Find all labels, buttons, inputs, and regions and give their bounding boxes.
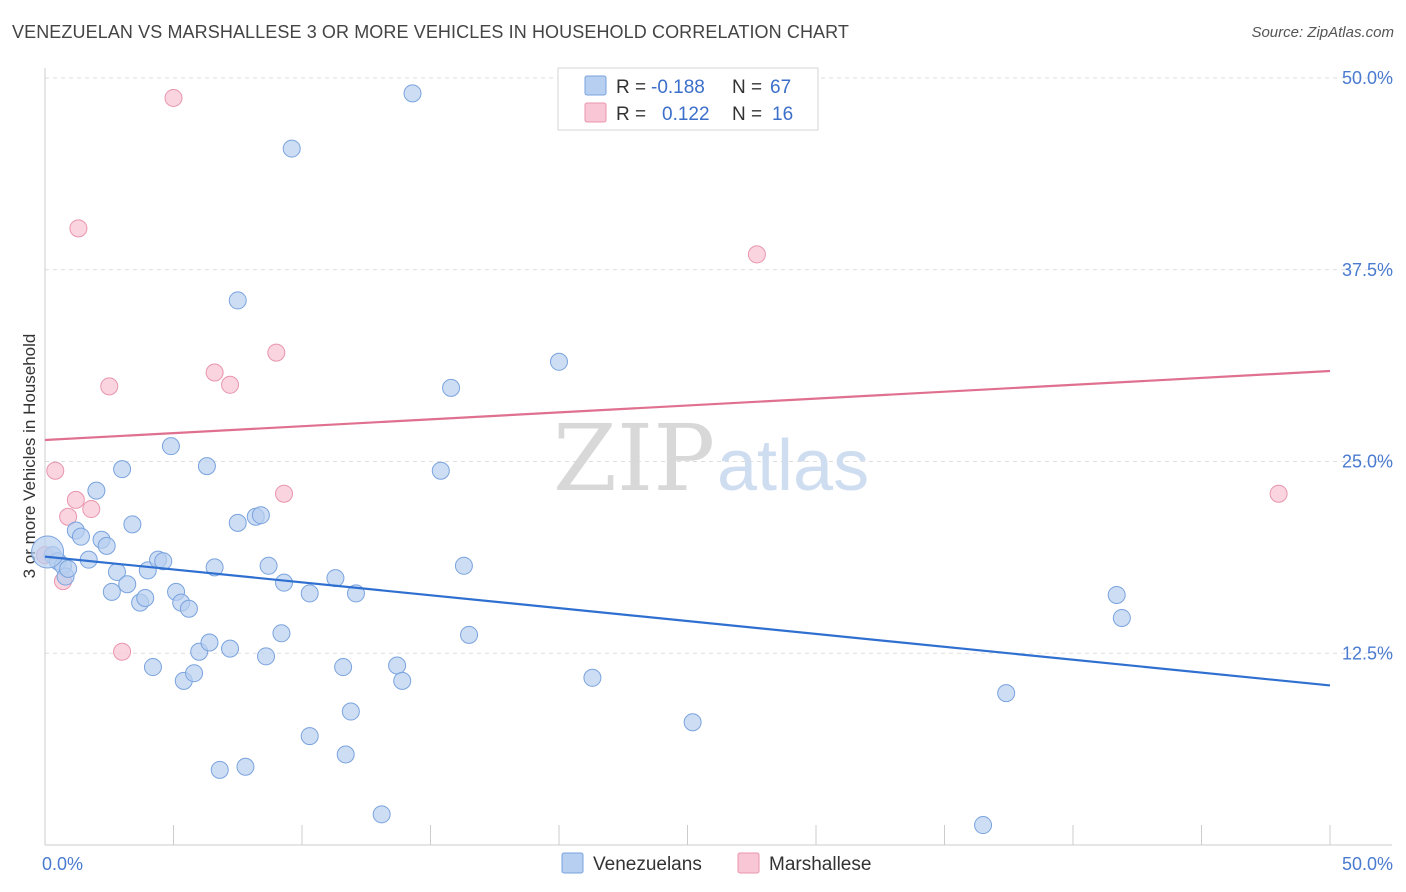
watermark-atlas: atlas — [717, 426, 869, 506]
watermark: ZIP atlas — [553, 405, 869, 512]
legend-n-label-venezuelans: N = — [732, 77, 762, 98]
venezuelan-point — [583, 668, 602, 687]
marshallese-point — [69, 219, 88, 238]
marshallese-point — [164, 88, 183, 107]
marshallese-point — [221, 375, 240, 394]
venezuelan-point — [1112, 608, 1131, 627]
legend-r-label-venezuelans: R = — [616, 77, 646, 98]
venezuelan-point — [550, 352, 568, 371]
venezuelan-point — [393, 671, 412, 690]
series-swatch-venezuelans — [561, 852, 584, 874]
venezuelan-point — [282, 139, 301, 158]
marshallese-point — [82, 500, 101, 519]
venezuelan-point — [454, 556, 473, 575]
venezuelan-point — [59, 559, 78, 578]
marshallese-point — [747, 245, 766, 264]
venezuelan-point — [71, 527, 90, 546]
venezuelan-point — [31, 535, 65, 569]
grid-layer — [45, 77, 1392, 654]
source-label: Source: ZipAtlas.com — [1251, 24, 1394, 41]
venezuelan-point — [221, 639, 240, 658]
venezuelan-point — [143, 658, 162, 677]
legend-r-label-marshallese: R = — [616, 104, 646, 125]
marshallese-point — [205, 363, 224, 382]
marshallese-points — [36, 88, 1288, 661]
venezuelan-point — [336, 745, 355, 764]
venezuelan-point — [161, 437, 180, 456]
venezuelan-point — [185, 664, 204, 683]
axes-layer — [44, 68, 1392, 846]
legend-r-value-marshallese: 0.122 — [662, 104, 710, 125]
marshallese-point — [66, 490, 85, 509]
series-label-marshallese: Marshallese — [769, 854, 871, 875]
venezuelan-point — [974, 816, 993, 835]
venezuelan-point — [179, 599, 198, 618]
legend-r-value-venezuelans: -0.188 — [651, 77, 705, 98]
venezuelan-point — [123, 515, 142, 534]
marshallese-point — [113, 642, 132, 661]
tick-labels: 12.5% 25.0% 37.5% 50.0% 0.0% 50.0% — [42, 68, 1393, 874]
venezuelan-point — [87, 481, 106, 500]
venezuelan-point — [205, 558, 224, 577]
correlation-legend: R = -0.188 N = 67 R = 0.122 N = 16 — [557, 67, 819, 131]
venezuelan-point — [228, 513, 247, 532]
chart-title: VENEZUELAN VS MARSHALLESE 3 OR MORE VEHI… — [12, 22, 850, 42]
series-swatch-marshallese — [737, 852, 760, 874]
venezuelan-point — [442, 378, 461, 397]
y-tick-label: 37.5% — [1342, 260, 1393, 280]
marshallese-point — [46, 461, 65, 480]
venezuelan-point — [300, 727, 319, 746]
venezuelan-point — [118, 575, 137, 594]
marshallese-point — [59, 507, 78, 526]
venezuelan-point — [102, 582, 121, 601]
venezuelan-point — [272, 624, 291, 643]
venezuelan-point — [228, 291, 247, 310]
venezuelan-point — [403, 84, 422, 103]
venezuelan-point — [257, 647, 276, 666]
series-legend: Venezuelans Marshallese — [561, 852, 871, 875]
legend-swatch-venezuelans — [584, 75, 607, 96]
legend-n-label-marshallese: N = — [732, 104, 762, 125]
venezuelan-trend-line — [44, 555, 1331, 687]
venezuelan-point — [236, 757, 255, 776]
y-tick-label: 12.5% — [1342, 643, 1393, 663]
venezuelan-point — [388, 656, 407, 675]
venezuelan-point — [251, 506, 270, 525]
x-tick-label: 50.0% — [1342, 854, 1393, 874]
marshallese-point — [267, 343, 286, 362]
marshallese-point — [275, 484, 294, 503]
venezuelan-point — [997, 684, 1016, 703]
venezuelan-point — [341, 702, 360, 721]
marshallese-trend-line — [44, 369, 1331, 442]
legend-n-value-venezuelans: 67 — [770, 77, 791, 98]
venezuelan-point — [460, 625, 479, 644]
venezuelan-point — [372, 805, 391, 824]
venezuelan-point — [683, 713, 702, 732]
venezuelan-point — [154, 552, 173, 571]
venezuelan-point — [136, 589, 155, 608]
trend-lines — [44, 369, 1331, 687]
venezuelan-point — [300, 584, 319, 603]
venezuelan-point — [197, 457, 216, 476]
marshallese-point — [1269, 484, 1288, 503]
watermark-zip: ZIP — [553, 405, 715, 512]
venezuelan-point — [200, 633, 219, 652]
venezuelan-points — [31, 84, 1131, 835]
legend-n-value-marshallese: 16 — [772, 104, 793, 125]
venezuelan-point — [210, 760, 229, 779]
marshallese-point — [100, 377, 119, 396]
venezuelan-point — [334, 658, 353, 677]
y-tick-label: 50.0% — [1342, 68, 1393, 88]
series-label-venezuelans: Venezuelans — [593, 854, 702, 875]
venezuelan-point — [275, 573, 294, 592]
venezuelan-point — [97, 536, 116, 555]
venezuelan-point — [431, 461, 450, 480]
venezuelan-point — [113, 460, 132, 479]
venezuelan-point — [259, 556, 278, 575]
y-tick-label: 25.0% — [1342, 452, 1393, 472]
legend-swatch-marshallese — [584, 102, 607, 123]
venezuelan-point — [1107, 585, 1126, 604]
x-tick-label: 0.0% — [42, 854, 83, 874]
